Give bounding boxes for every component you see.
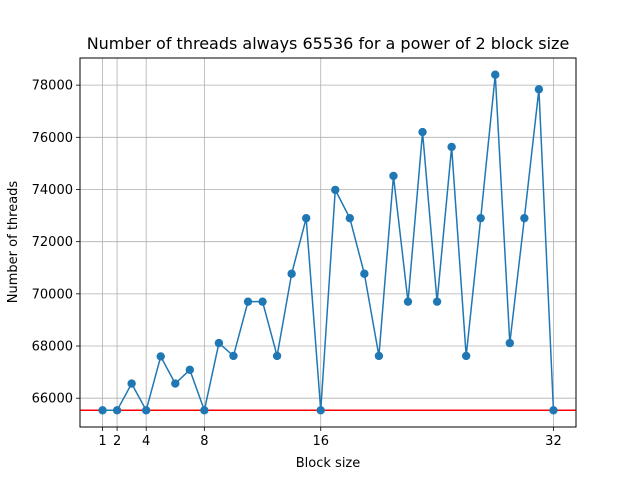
data-point: [301, 213, 311, 223]
data-point: [447, 142, 456, 152]
data-point: [229, 351, 238, 361]
data-point: [360, 269, 369, 278]
series-group: [98, 70, 558, 415]
data-point: [316, 406, 325, 415]
data-point: [141, 406, 151, 415]
x-tick-label: 32: [545, 434, 562, 449]
grid: [80, 58, 576, 427]
y-tick-label: 66000: [32, 392, 73, 407]
data-point: [549, 406, 558, 415]
data-point: [243, 297, 253, 306]
y-tick-label: 76000: [32, 131, 73, 146]
y-tick-label: 74000: [32, 183, 73, 198]
data-point: [98, 406, 107, 415]
data-point: [505, 338, 515, 348]
data-point: [214, 338, 224, 348]
y-tick-label: 78000: [32, 79, 73, 94]
plot-frame: [79, 57, 577, 428]
data-point: [374, 351, 384, 361]
y-tick-label: 72000: [32, 235, 73, 250]
data-point: [127, 379, 136, 388]
y-axis-label: Number of threads: [6, 181, 21, 304]
x-tick-label: 16: [312, 434, 329, 449]
x-axis-label: Block size: [296, 456, 361, 471]
x-tick-label: 8: [200, 434, 208, 449]
data-point: [200, 406, 209, 415]
data-point: [156, 352, 165, 361]
data-point: [185, 365, 195, 375]
data-point: [258, 297, 267, 306]
data-point: [534, 85, 544, 94]
data-point: [331, 185, 340, 195]
data-point: [345, 213, 355, 223]
data-point: [112, 406, 122, 415]
y-tick-label: 70000: [32, 287, 73, 302]
data-point: [272, 351, 282, 361]
y-tick-label: 68000: [32, 340, 73, 355]
ticks-group: 1 2 4 8 16 32 66000 68000 70000 72000 74000 76000 78…: [32, 79, 562, 449]
data-point: [476, 213, 485, 223]
data-point: [461, 351, 471, 361]
chart-title: Number of threads always 65536 for a pow…: [87, 34, 570, 53]
data-point: [403, 297, 413, 306]
x-tick-label: 1: [98, 434, 106, 449]
data-point: [171, 379, 180, 388]
data-point: [418, 127, 427, 137]
data-point: [520, 213, 529, 223]
data-point: [491, 70, 500, 79]
x-tick-label: 4: [142, 434, 150, 449]
data-point: [287, 269, 296, 278]
data-point: [389, 171, 398, 181]
data-point: [432, 297, 442, 306]
x-tick-label: 2: [113, 434, 121, 449]
